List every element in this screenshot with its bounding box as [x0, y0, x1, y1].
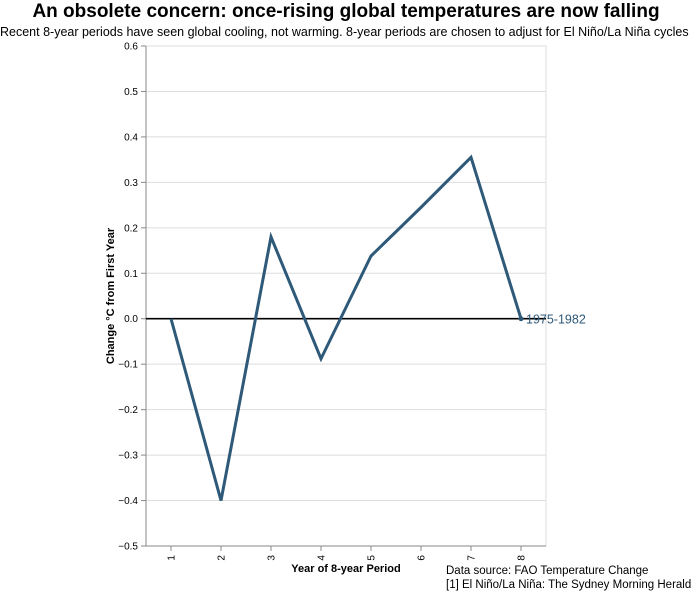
series-label: 1975-1982 [526, 313, 586, 327]
y-tick-label: −0.3 [118, 451, 138, 462]
x-tick-label: 3 [267, 555, 278, 561]
y-tick-label: −0.4 [118, 496, 138, 507]
y-tick-label: −0.5 [118, 542, 138, 553]
series-line [169, 154, 523, 501]
x-tick-label: 7 [467, 555, 478, 561]
y-tick-label: 0.4 [124, 132, 138, 143]
x-tick-label: 2 [217, 555, 228, 561]
y-tick-label: 0.0 [124, 314, 138, 325]
data-source-credit: Data source: FAO Temperature Change [446, 565, 649, 577]
x-tick-label: 5 [367, 555, 378, 561]
plot-frame [145, 45, 547, 547]
y-axis-title: Change °C from First Year [105, 227, 117, 364]
y-tick-label: 0.6 [124, 42, 138, 53]
y-tick-label: 0.3 [124, 178, 138, 189]
chart-subtitle: Recent 8-year periods have seen global c… [0, 25, 692, 39]
x-axis-title: Year of 8-year Period [291, 563, 400, 575]
footnote-credit: [1] El Niño/La Niña: The Sydney Morning … [446, 579, 692, 591]
chart-title: An obsolete concern: once-rising global … [32, 1, 660, 22]
x-tick-label: 6 [417, 555, 428, 561]
y-tick-label: 0.1 [124, 269, 138, 280]
y-tick-label: −0.1 [118, 360, 138, 371]
x-tick-label: 8 [517, 555, 528, 561]
y-tick-label: 0.2 [124, 223, 138, 234]
x-tick-label: 1 [167, 555, 178, 561]
x-tick-label: 4 [317, 555, 328, 561]
y-tick-label: −0.2 [118, 405, 138, 416]
y-tick-label: 0.5 [124, 87, 138, 98]
series-end-marker [518, 316, 524, 322]
